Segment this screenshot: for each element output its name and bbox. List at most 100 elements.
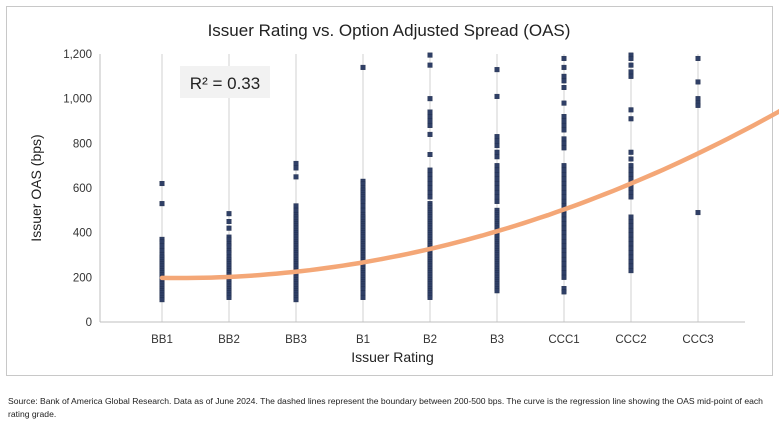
data-point (628, 218, 634, 224)
data-point (360, 290, 366, 296)
data-point (561, 55, 567, 61)
data-point (293, 160, 299, 166)
data-point (561, 136, 567, 142)
y-axis-title: Issuer OAS (bps) (28, 134, 44, 241)
data-point (159, 201, 165, 207)
data-point (427, 114, 433, 120)
data-point (561, 230, 567, 236)
data-point (494, 194, 500, 200)
data-point (561, 73, 567, 79)
data-point (628, 214, 634, 220)
data-point (427, 181, 433, 187)
data-point (561, 248, 567, 254)
y-tick-label: 800 (73, 138, 92, 150)
data-point (695, 79, 701, 85)
data-point (561, 234, 567, 240)
data-point (226, 236, 232, 242)
data-point (494, 143, 500, 149)
y-tick-label: 0 (86, 317, 92, 329)
data-point (561, 221, 567, 227)
data-point (226, 211, 232, 217)
x-tick-label: CCC3 (682, 334, 713, 346)
data-point (561, 127, 567, 133)
source-note: Source: Bank of America Global Research.… (8, 396, 763, 419)
data-point (427, 172, 433, 178)
x-tick-label: B2 (423, 334, 437, 346)
data-point (360, 207, 366, 213)
data-point (561, 84, 567, 90)
data-point (561, 185, 567, 191)
data-point (494, 172, 500, 178)
data-point (561, 274, 567, 280)
data-point (628, 107, 634, 113)
data-point (628, 149, 634, 155)
data-point (561, 167, 567, 173)
data-point (628, 268, 634, 274)
data-point (159, 243, 165, 249)
data-point (494, 149, 500, 155)
x-axis-title: Issuer Rating (351, 349, 433, 365)
data-point (561, 181, 567, 187)
data-point (427, 294, 433, 300)
data-point (628, 227, 634, 233)
data-point (494, 185, 500, 191)
chart-frame (6, 6, 773, 376)
data-point (561, 261, 567, 267)
data-point (494, 189, 500, 195)
data-point (360, 198, 366, 204)
data-point (628, 55, 634, 61)
data-point (494, 288, 500, 294)
data-point (628, 236, 634, 242)
data-point (628, 263, 634, 269)
data-point (360, 64, 366, 70)
y-tick-label: 1,000 (63, 94, 92, 106)
data-point (360, 181, 366, 187)
data-point (628, 245, 634, 251)
data-point (427, 52, 433, 58)
r-squared-box (180, 66, 270, 98)
data-point (427, 151, 433, 157)
data-point (494, 163, 500, 169)
y-tick-label: 600 (73, 183, 92, 195)
data-point (561, 252, 567, 258)
data-point (561, 163, 567, 169)
data-point (226, 218, 232, 224)
data-point (561, 289, 567, 295)
data-point (561, 194, 567, 200)
data-point (427, 96, 433, 102)
y-tick-label: 1,200 (63, 49, 92, 61)
oas-scatter-chart: Issuer Rating vs. Option Adjusted Spread… (28, 21, 779, 365)
data-point (561, 239, 567, 245)
data-point (561, 78, 567, 84)
chart-title: Issuer Rating vs. Option Adjusted Spread… (208, 21, 571, 40)
data-point (159, 297, 165, 303)
data-point (628, 189, 634, 195)
data-point (293, 207, 299, 213)
x-tick-label: B3 (490, 334, 504, 346)
data-point (427, 109, 433, 115)
data-point (628, 250, 634, 256)
data-point (427, 118, 433, 124)
x-tick-label: BB3 (285, 334, 307, 346)
data-point (360, 203, 366, 209)
data-point (226, 225, 232, 231)
data-point (695, 210, 701, 216)
data-point (628, 241, 634, 247)
data-point (159, 248, 165, 254)
data-point (628, 254, 634, 260)
data-point (494, 167, 500, 173)
data-point (561, 145, 567, 151)
data-point (494, 198, 500, 204)
x-tick-label: CCC1 (548, 334, 579, 346)
x-tick-label: CCC2 (615, 334, 646, 346)
data-point (561, 176, 567, 182)
data-point (293, 203, 299, 209)
data-point (226, 294, 232, 300)
data-point (427, 185, 433, 191)
x-tick-label: BB1 (151, 334, 173, 346)
data-point (494, 181, 500, 187)
r-squared-label: R² = 0.33 (190, 74, 260, 93)
data-point (561, 243, 567, 249)
data-point (427, 167, 433, 173)
data-point (628, 62, 634, 68)
